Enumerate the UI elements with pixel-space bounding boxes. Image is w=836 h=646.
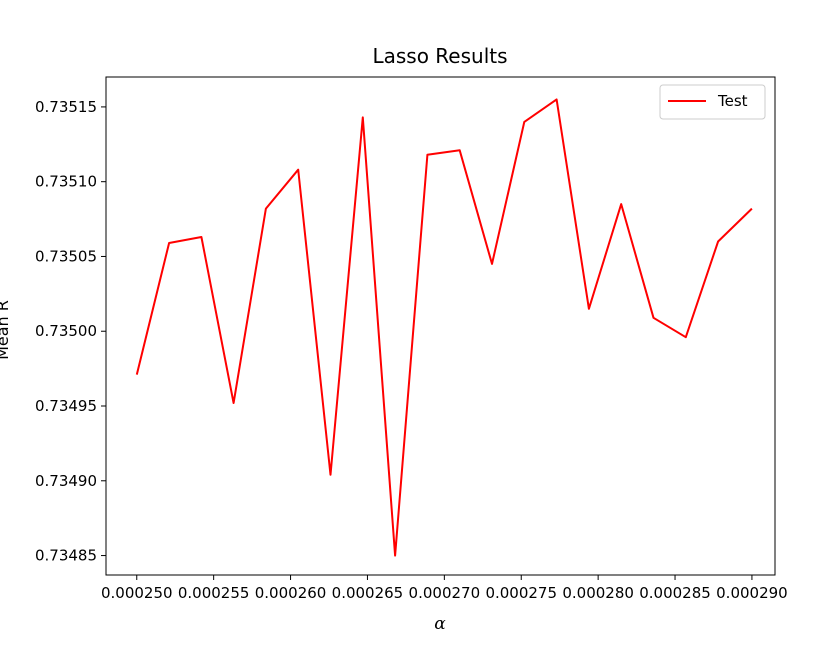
x-tick-label: 0.000255 [178,584,250,602]
x-tick-label: 0.000275 [485,584,557,602]
legend: Test [659,84,766,120]
x-tick-label: 0.000285 [639,584,711,602]
y-tick-label: 0.73515 [35,98,97,116]
y-tick-label: 0.73490 [35,472,97,490]
series-layer [135,98,753,557]
plot-area [105,76,776,576]
legend-label-test: Test [717,92,748,110]
y-tick-label: 0.73495 [35,397,97,415]
x-tick-label: 0.000280 [562,584,634,602]
x-tick-label: 0.000265 [332,584,404,602]
x-tick-label: 0.000290 [716,584,788,602]
x-axis-label: α [434,614,446,634]
y-tick-label: 0.73505 [35,247,97,265]
x-axis: 0.000250 0.000255 0.000260 0.000265 0.000270… [101,575,788,602]
plot-frame [105,76,776,576]
chart-title: Lasso Results [372,44,507,68]
legend-box [659,84,766,120]
y-tick-label: 0.73510 [35,173,97,191]
y-axis: 0.73485 0.73490 0.73495 0.73500 0.73505 0.735… [35,98,106,565]
series-line-test [135,98,753,557]
y-tick-label: 0.73485 [35,547,97,565]
x-tick-label: 0.000260 [255,584,327,602]
x-tick-label: 0.000250 [101,584,173,602]
y-axis-label: Mean R [0,300,12,360]
y-tick-label: 0.73500 [35,322,97,340]
x-tick-label: 0.000270 [409,584,481,602]
